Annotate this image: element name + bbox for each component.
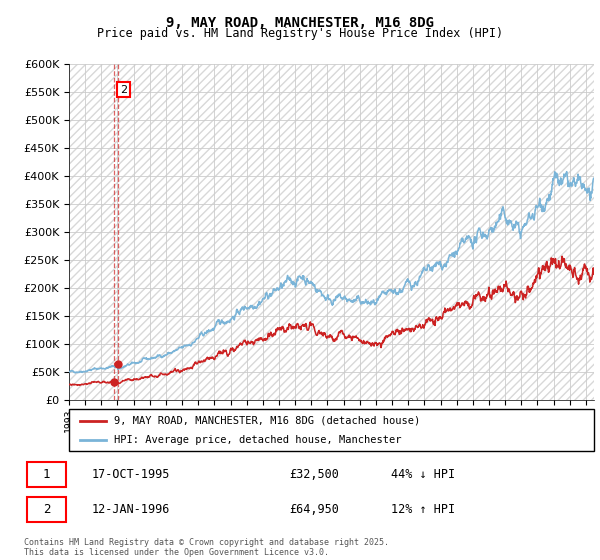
Text: £32,500: £32,500: [289, 468, 339, 481]
Text: 9, MAY ROAD, MANCHESTER, M16 8DG: 9, MAY ROAD, MANCHESTER, M16 8DG: [166, 16, 434, 30]
Text: 2: 2: [120, 85, 127, 95]
Text: 17-OCT-1995: 17-OCT-1995: [92, 468, 170, 481]
Text: Contains HM Land Registry data © Crown copyright and database right 2025.
This d: Contains HM Land Registry data © Crown c…: [24, 538, 389, 557]
Text: 1: 1: [43, 468, 50, 481]
Text: 12-JAN-1996: 12-JAN-1996: [92, 503, 170, 516]
Text: 9, MAY ROAD, MANCHESTER, M16 8DG (detached house): 9, MAY ROAD, MANCHESTER, M16 8DG (detach…: [113, 416, 420, 426]
FancyBboxPatch shape: [69, 409, 594, 451]
Text: Price paid vs. HM Land Registry's House Price Index (HPI): Price paid vs. HM Land Registry's House …: [97, 27, 503, 40]
Text: HPI: Average price, detached house, Manchester: HPI: Average price, detached house, Manc…: [113, 435, 401, 445]
FancyBboxPatch shape: [27, 462, 67, 487]
Text: £64,950: £64,950: [289, 503, 339, 516]
Text: 12% ↑ HPI: 12% ↑ HPI: [391, 503, 455, 516]
Text: 2: 2: [43, 503, 50, 516]
Text: 44% ↓ HPI: 44% ↓ HPI: [391, 468, 455, 481]
FancyBboxPatch shape: [27, 497, 67, 522]
